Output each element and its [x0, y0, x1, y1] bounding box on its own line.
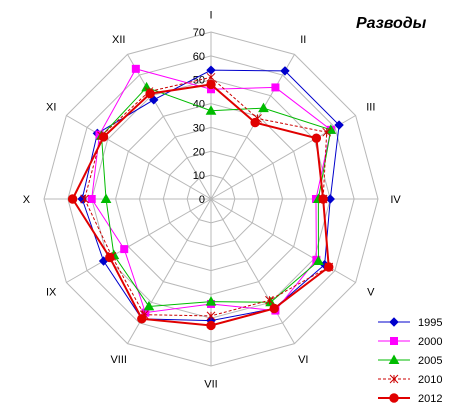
category-label: VII — [204, 379, 217, 391]
data-point — [311, 133, 322, 143]
category-label: V — [367, 286, 375, 298]
grid-spoke — [210, 54, 295, 200]
data-point — [390, 337, 398, 345]
category-label: VI — [298, 354, 308, 366]
tick-label: 20 — [193, 146, 205, 158]
grid-spoke — [210, 198, 295, 344]
legend-item: 2005 — [378, 354, 442, 367]
data-point — [389, 374, 399, 384]
legend: 1995 2000 2005 2010 2012 — [378, 317, 442, 405]
data-point — [269, 303, 279, 314]
data-point — [137, 314, 147, 324]
legend-label: 2012 — [418, 393, 442, 405]
grid-spoke — [66, 115, 212, 200]
series-line — [100, 86, 332, 307]
category-label: XI — [46, 102, 56, 114]
legend-label: 1995 — [418, 317, 442, 329]
data-point — [206, 311, 216, 321]
series-layer — [67, 64, 344, 331]
data-point — [120, 245, 129, 254]
category-label: I — [209, 9, 212, 21]
data-point — [389, 393, 399, 403]
tick-label: 10 — [193, 170, 205, 182]
category-label: X — [23, 194, 31, 206]
data-point — [131, 64, 140, 73]
category-label: VIII — [110, 354, 127, 366]
grid-spoke — [127, 54, 212, 200]
data-point — [205, 296, 217, 306]
data-point — [206, 79, 216, 90]
data-point — [67, 194, 78, 204]
data-point — [334, 120, 344, 130]
series-2012 — [67, 79, 334, 331]
data-point — [313, 255, 324, 266]
data-point — [280, 66, 290, 76]
category-label: XII — [112, 34, 125, 46]
data-point — [324, 262, 334, 272]
tick-label: 30 — [193, 122, 205, 134]
data-point — [250, 117, 260, 128]
grid-spoke — [66, 198, 212, 283]
data-point — [325, 124, 337, 134]
data-point — [145, 88, 155, 99]
data-point — [388, 354, 400, 364]
chart-title: Разводы — [356, 15, 427, 32]
data-point — [265, 295, 274, 305]
category-label: IV — [390, 194, 401, 206]
legend-item: 2012 — [378, 393, 442, 405]
data-point — [322, 127, 332, 137]
data-point — [143, 300, 155, 311]
data-point — [318, 194, 328, 204]
tick-label: 0 — [199, 194, 205, 206]
legend-item: 1995 — [378, 317, 442, 329]
category-label: II — [300, 34, 306, 46]
data-point — [206, 65, 216, 75]
legend-label: 2005 — [418, 355, 442, 367]
legend-item: 2000 — [378, 336, 442, 348]
legend-label: 2000 — [418, 336, 442, 348]
category-label: III — [366, 102, 375, 114]
data-point — [87, 195, 96, 203]
data-point — [100, 193, 112, 203]
data-point — [258, 102, 269, 113]
data-point — [98, 132, 109, 142]
legend-item: 2010 — [378, 374, 442, 386]
data-point — [206, 320, 216, 331]
data-point — [80, 194, 89, 204]
tick-label: 70 — [193, 27, 205, 39]
tick-label: 60 — [193, 51, 205, 63]
data-point — [271, 83, 280, 92]
data-point — [389, 317, 399, 327]
data-point — [205, 105, 217, 115]
legend-label: 2010 — [418, 374, 442, 386]
category-label: IX — [46, 286, 57, 298]
data-point — [105, 252, 115, 263]
